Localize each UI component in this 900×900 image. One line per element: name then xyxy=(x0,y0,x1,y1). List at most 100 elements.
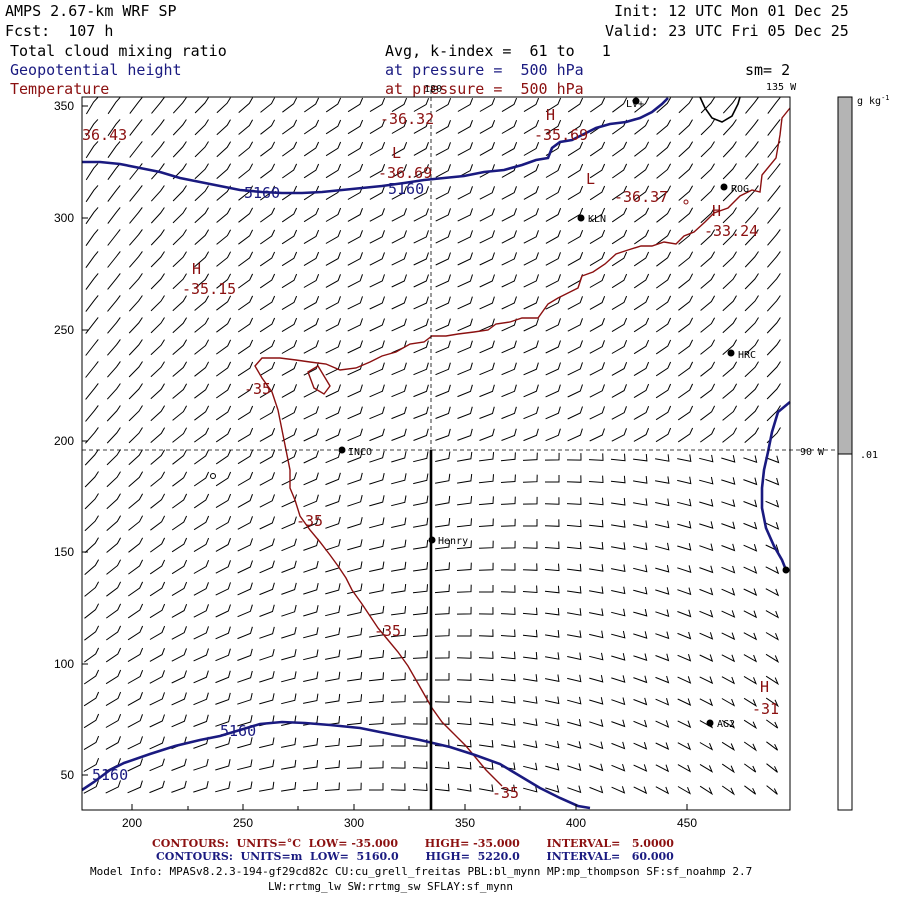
wind-barb xyxy=(368,760,384,769)
wind-barb xyxy=(479,717,494,726)
wind-barb xyxy=(105,736,121,750)
wind-barb xyxy=(456,651,472,659)
wind-barb xyxy=(128,559,144,575)
wind-barb xyxy=(457,406,473,419)
wind-barb xyxy=(544,563,560,572)
wind-barb xyxy=(237,670,253,683)
wind-barb xyxy=(391,230,407,244)
wind-barb xyxy=(281,626,297,639)
wind-barb xyxy=(766,785,778,795)
wind-barb xyxy=(391,428,407,441)
temp-label: -31 xyxy=(752,700,779,718)
wind-barb xyxy=(237,715,253,727)
wind-barb xyxy=(107,295,121,312)
model-title: AMPS 2.67-km WRF SP xyxy=(5,2,177,20)
wind-barb xyxy=(260,163,276,179)
wind-barb xyxy=(259,671,275,683)
wind-barb xyxy=(216,251,232,267)
wind-barb xyxy=(721,477,736,485)
wind-barb xyxy=(655,361,672,377)
wind-barb xyxy=(150,537,166,553)
wind-barb xyxy=(347,208,363,222)
wind-barb xyxy=(501,384,517,398)
wind-barb xyxy=(655,653,670,662)
wind-barb xyxy=(457,230,473,244)
wind-barb xyxy=(678,97,693,114)
wind-barb xyxy=(501,362,517,376)
wind-barb xyxy=(172,295,187,312)
wind-barb xyxy=(523,428,539,442)
wind-barb xyxy=(194,405,210,421)
wind-barb xyxy=(85,427,99,444)
wind-barb xyxy=(107,163,121,180)
wind-barb xyxy=(172,471,188,487)
wind-barb xyxy=(150,317,165,334)
wind-barb xyxy=(655,454,670,462)
wind-barb xyxy=(129,229,143,246)
wind-barb xyxy=(655,405,672,421)
wind-barb xyxy=(237,759,253,771)
wind-barb xyxy=(215,582,231,596)
wind-barb xyxy=(745,163,759,180)
wind-barb xyxy=(149,736,165,750)
wind-barb xyxy=(457,629,472,637)
wind-barb xyxy=(611,586,626,595)
height-contour-south xyxy=(81,720,591,810)
wind-barb xyxy=(413,142,429,156)
wind-barb xyxy=(347,296,363,310)
wind-barb xyxy=(193,626,209,640)
wind-barb xyxy=(677,476,692,485)
avg-k-index: Avg, k-index = 61 to 1 xyxy=(385,42,611,60)
wind-barb xyxy=(721,610,736,618)
wind-barb xyxy=(346,716,362,726)
wind-barb xyxy=(566,541,582,550)
wind-barb xyxy=(260,97,276,113)
wind-barb xyxy=(479,252,495,266)
colorbar-gray xyxy=(837,96,853,455)
wind-barb xyxy=(303,229,320,245)
y-tick-label: 250 xyxy=(54,323,74,337)
wind-barb xyxy=(435,230,451,244)
wind-barb xyxy=(767,207,781,224)
wind-barb xyxy=(656,251,672,267)
wind-barb xyxy=(215,759,231,771)
wind-barb xyxy=(699,454,714,463)
wind-barb xyxy=(368,738,384,747)
wind-barb xyxy=(722,427,738,443)
wind-barb xyxy=(633,542,648,551)
wind-barb xyxy=(611,497,626,506)
wind-barb xyxy=(478,562,494,571)
wind-barb xyxy=(194,361,210,377)
wind-barb xyxy=(611,428,627,442)
station-label-rog: ROG xyxy=(731,184,749,195)
wind-barb xyxy=(215,560,231,574)
wind-barb xyxy=(722,251,737,268)
wind-barb xyxy=(435,673,450,681)
wind-barb xyxy=(369,472,385,485)
wind-barb xyxy=(391,318,407,332)
wind-barb xyxy=(700,185,715,202)
wind-barb xyxy=(655,786,670,795)
wind-barb xyxy=(457,120,473,134)
wind-barb xyxy=(435,296,451,310)
wind-barb xyxy=(369,362,385,376)
wind-barb xyxy=(700,317,716,333)
wind-barb xyxy=(611,340,628,354)
wind-barb xyxy=(523,296,539,310)
wind-barb xyxy=(767,251,781,268)
height-contour-east xyxy=(760,401,791,571)
wind-barb xyxy=(281,362,298,376)
wind-barb xyxy=(767,119,781,136)
wind-barb xyxy=(435,473,451,484)
wind-barb xyxy=(457,274,473,288)
wind-barb xyxy=(745,119,759,136)
wind-barb xyxy=(216,163,232,179)
wind-barb xyxy=(106,625,122,641)
wind-barb xyxy=(304,97,320,113)
wind-barb xyxy=(281,715,297,726)
wind-barb xyxy=(744,207,759,224)
wind-barb xyxy=(347,340,363,354)
wind-barb xyxy=(303,274,320,288)
wind-barb xyxy=(281,317,298,333)
wind-barb xyxy=(282,141,298,157)
